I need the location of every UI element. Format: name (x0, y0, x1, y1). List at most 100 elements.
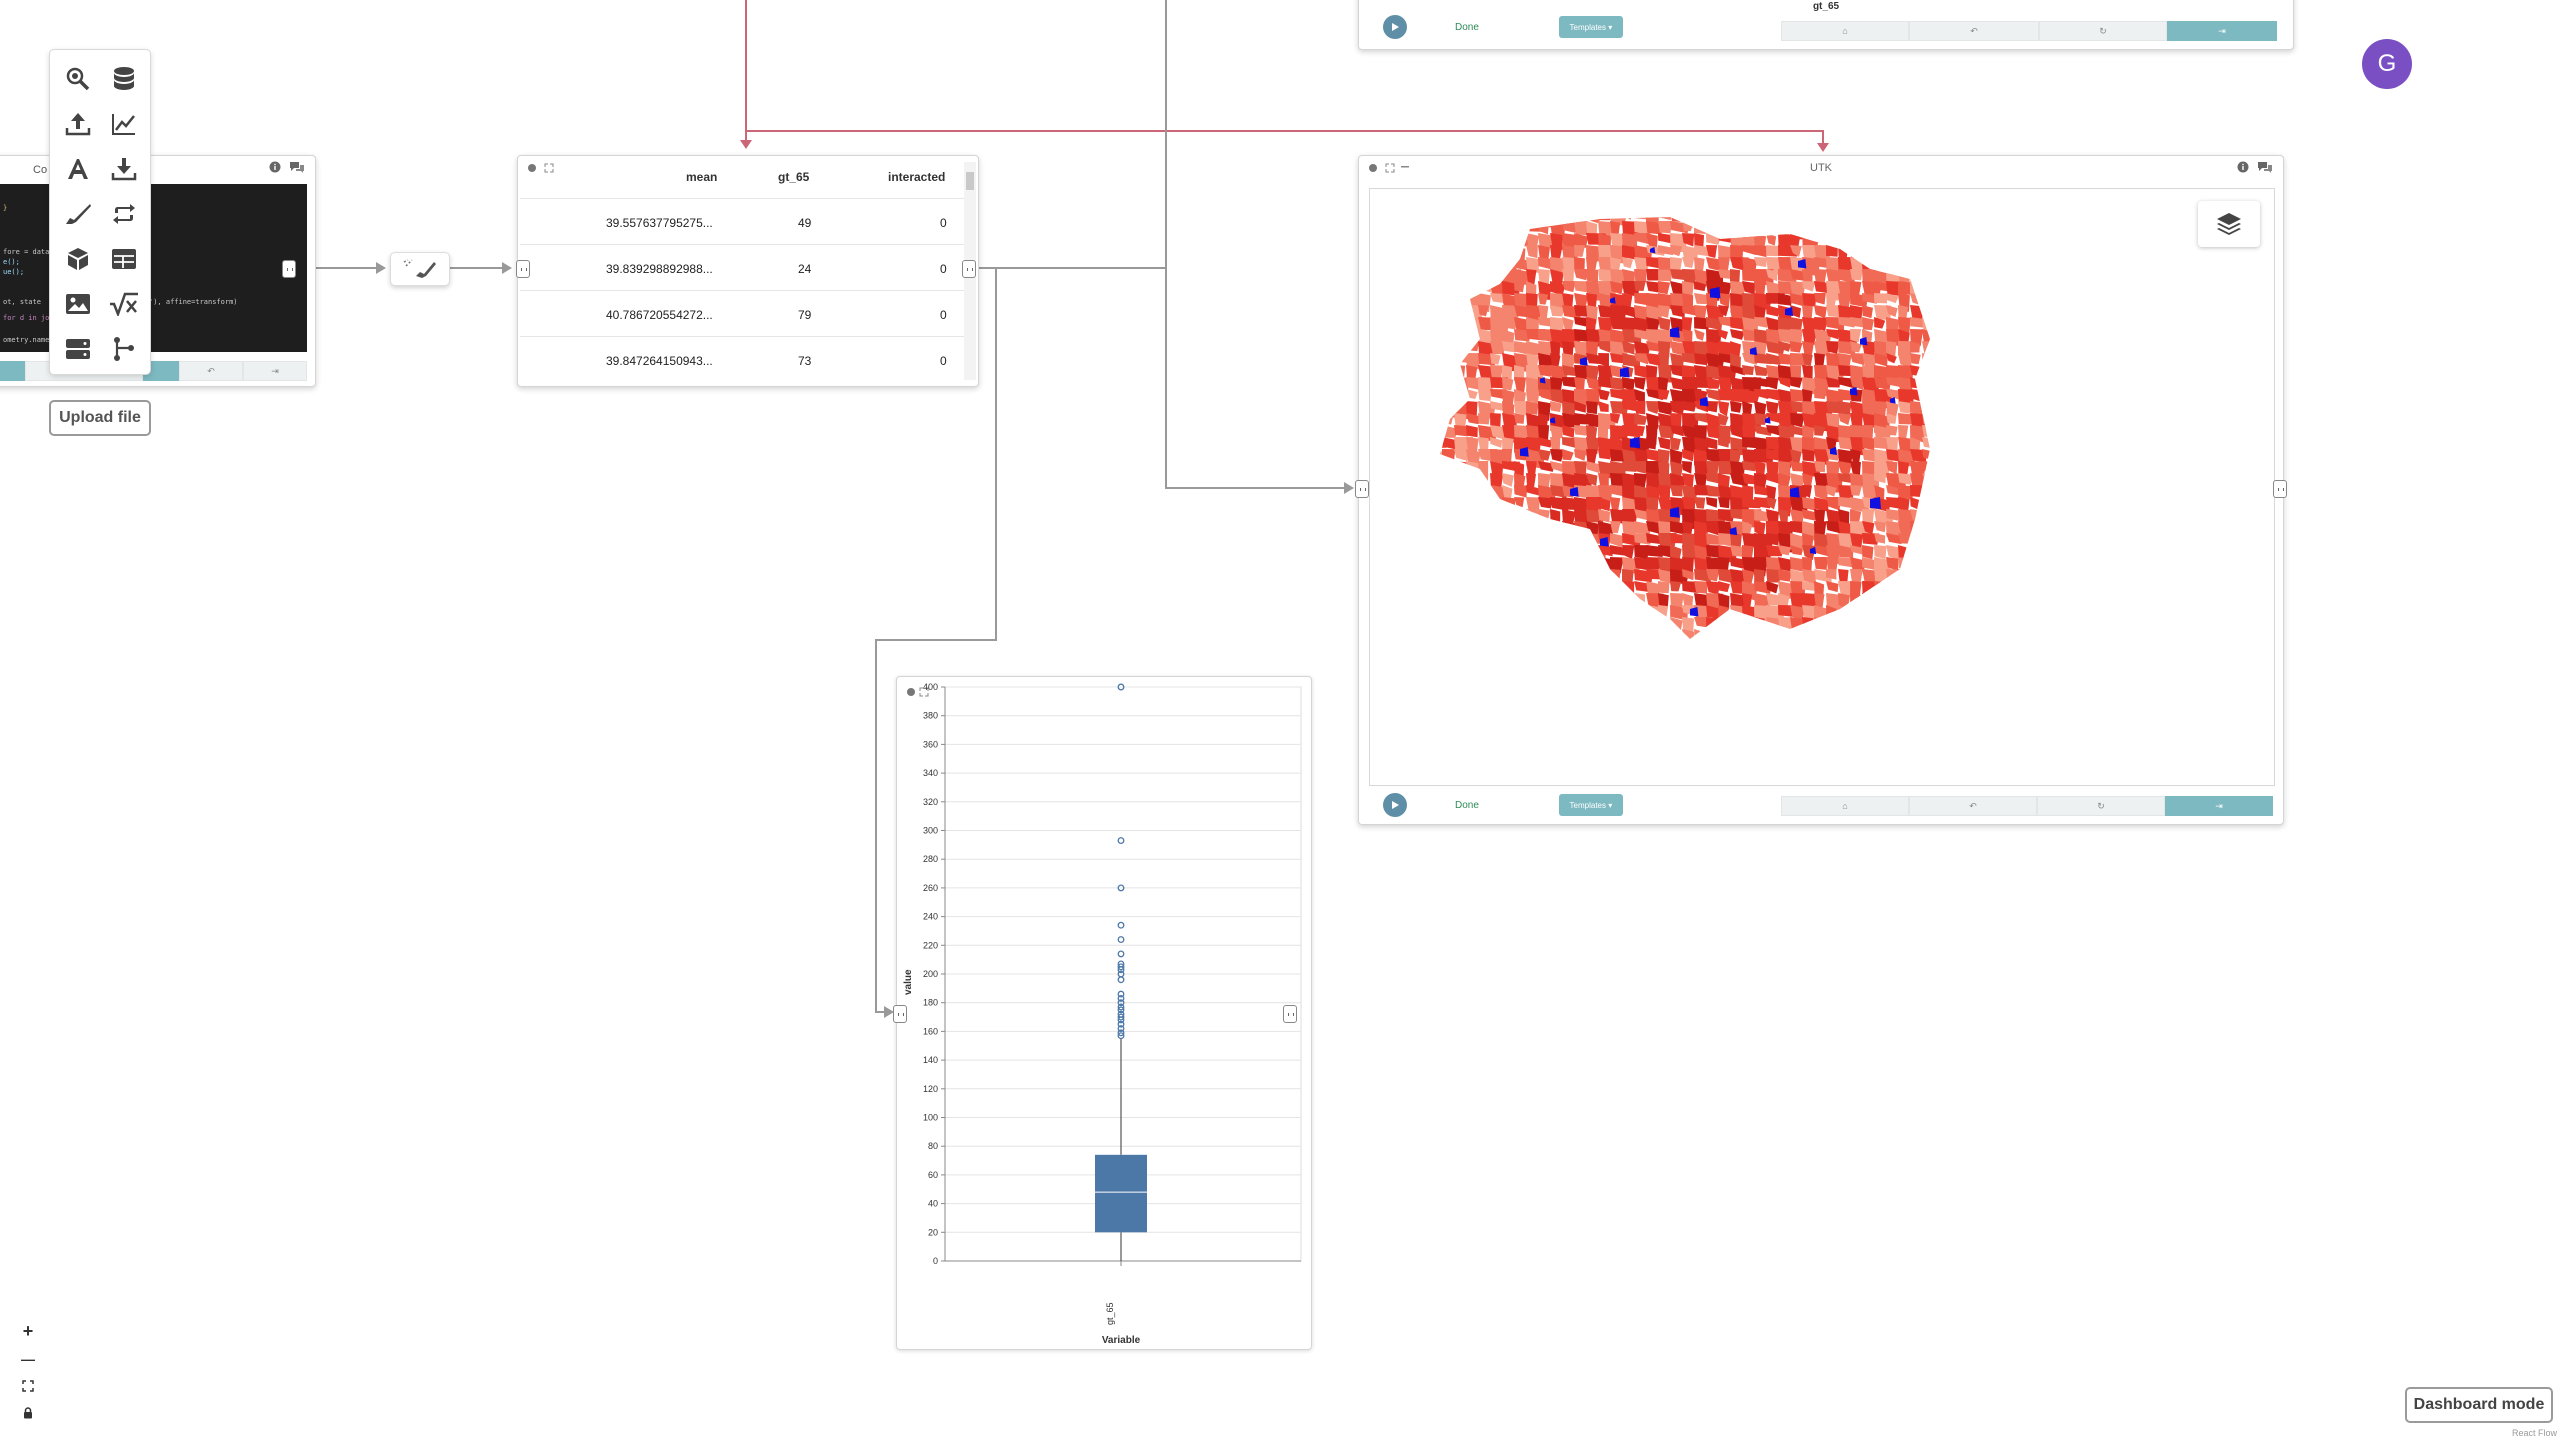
outlier-point[interactable] (1117, 936, 1125, 944)
table-node[interactable]: mean gt_65 interacted 39.557637795275...… (516, 155, 979, 387)
highlighted-region[interactable] (1650, 247, 1656, 254)
code-output-handle[interactable] (282, 260, 296, 278)
column-header-mean[interactable]: mean (686, 170, 718, 184)
text-tool[interactable] (55, 146, 101, 191)
highlighted-region[interactable] (1540, 377, 1546, 384)
zoom-in-button[interactable]: + (22, 1321, 34, 1341)
upload-tool[interactable] (55, 101, 101, 146)
iqr-box[interactable] (1095, 1154, 1147, 1233)
outlier-point[interactable] (1117, 1032, 1125, 1040)
image-tool[interactable] (55, 281, 101, 326)
outlier-point[interactable] (1117, 884, 1125, 892)
outlier-point[interactable] (1117, 999, 1125, 1007)
expand-icon[interactable] (544, 163, 554, 173)
outlier-point[interactable] (1117, 963, 1125, 971)
brush-node[interactable] (390, 252, 450, 286)
home-button[interactable]: ⌂ (1781, 21, 1909, 41)
highlighted-region[interactable] (1520, 447, 1529, 457)
outlier-point[interactable] (1117, 976, 1125, 984)
highlighted-region[interactable] (1600, 537, 1609, 547)
vega-chart-node[interactable]: 0 20 40 60 80 100 120 140 160 180 200 220 240 260 280 3… (893, 676, 1313, 1351)
highlighted-region[interactable] (1890, 397, 1896, 404)
home-button[interactable]: ⌂ (1781, 796, 1909, 816)
highlighted-region[interactable] (1710, 287, 1721, 299)
code-editor[interactable]: } fore = datase e(); ue(); ot, state '),… (0, 184, 307, 352)
highlighted-region[interactable] (1580, 357, 1588, 366)
outlier-point[interactable] (1117, 1003, 1125, 1011)
zoom-out-button[interactable]: — (21, 1350, 35, 1367)
outlier-point[interactable] (1117, 950, 1125, 958)
layers-button[interactable] (2198, 201, 2260, 247)
highlighted-region[interactable] (1550, 417, 1556, 424)
highlighted-region[interactable] (1810, 547, 1817, 555)
transform-tool[interactable] (101, 191, 147, 236)
upload-file-button[interactable]: Upload file (49, 400, 151, 436)
play-button[interactable] (1383, 15, 1407, 39)
chart-input-handle[interactable] (893, 1005, 907, 1023)
outlier-point[interactable] (1117, 1025, 1125, 1032)
info-icon[interactable] (269, 161, 281, 173)
code-templates-button[interactable] (0, 361, 25, 381)
output-button[interactable]: ⇥ (2165, 796, 2273, 816)
undo-button[interactable]: ↶ (1909, 796, 2037, 816)
highlighted-region[interactable] (1610, 297, 1616, 304)
highlighted-region[interactable] (1830, 447, 1837, 455)
table-tool[interactable] (101, 236, 147, 281)
map-input-handle[interactable] (1355, 480, 1369, 498)
comments-icon[interactable] (2257, 161, 2273, 173)
column-header-gt65[interactable]: gt_65 (778, 170, 810, 184)
server-tool[interactable] (55, 326, 101, 371)
output-button[interactable]: ⇥ (2167, 21, 2277, 41)
map-output-handle[interactable] (2273, 480, 2287, 498)
outlier-point[interactable] (1117, 1020, 1125, 1028)
expand-icon[interactable] (1385, 163, 1395, 173)
edge-highlight-horizontal[interactable] (746, 130, 1824, 144)
milan-choropleth-map[interactable] (1370, 189, 2275, 786)
highlighted-region[interactable] (1798, 259, 1807, 269)
utk-map-node[interactable]: UTK Done Templates ▾ (1355, 155, 2287, 825)
code-output-button[interactable]: ⇥ (243, 361, 307, 381)
play-button[interactable] (1383, 793, 1407, 817)
map-canvas[interactable] (1369, 188, 2275, 786)
outlier-point[interactable] (1117, 1006, 1125, 1014)
outlier-point[interactable] (1117, 994, 1125, 1002)
react-flow-attribution[interactable]: React Flow (2512, 1428, 2558, 1438)
highlighted-region[interactable] (1700, 397, 1709, 407)
outlier-point[interactable] (1117, 1029, 1125, 1037)
undo-button[interactable]: ↶ (1909, 21, 2039, 41)
outlier-point[interactable] (1117, 1016, 1125, 1024)
highlighted-region[interactable] (1785, 307, 1794, 317)
highlighted-region[interactable] (1790, 487, 1800, 498)
highlighted-region[interactable] (1870, 497, 1881, 509)
highlighted-region[interactable] (1850, 387, 1858, 396)
code-editor-node[interactable]: Co } fore = datase e(); ue(); ot, state … (0, 155, 316, 387)
redo-button[interactable]: ↻ (2037, 796, 2165, 816)
highlighted-region[interactable] (1730, 527, 1738, 536)
redo-button[interactable]: ↻ (2039, 21, 2167, 41)
scrollbar-thumb[interactable] (966, 172, 974, 190)
comments-icon[interactable] (289, 161, 305, 173)
table-input-handle[interactable] (516, 260, 530, 278)
boxplot-chart[interactable]: 0 20 40 60 80 100 120 140 160 180 200 220 240 260 280 3… (897, 677, 1313, 1351)
search-tool[interactable] (55, 56, 101, 101)
lock-button[interactable] (14, 1399, 42, 1426)
top-node-partial[interactable]: gt_65 Done Templates ▾ ⌂ ↶ ↻ ⇥ (1358, 0, 2294, 50)
info-icon[interactable] (2237, 161, 2249, 173)
outlier-point[interactable] (1117, 683, 1125, 691)
highlighted-region[interactable] (1670, 327, 1680, 338)
outlier-point[interactable] (1117, 966, 1125, 974)
fit-view-button[interactable] (14, 1372, 42, 1399)
outlier-point[interactable] (1117, 990, 1125, 998)
brush-tool[interactable] (55, 191, 101, 236)
highlighted-region[interactable] (1630, 437, 1641, 449)
highlighted-region[interactable] (1620, 367, 1630, 378)
table-output-handle[interactable] (962, 260, 976, 278)
highlighted-region[interactable] (1690, 607, 1699, 617)
highlighted-region[interactable] (1670, 507, 1680, 518)
highlighted-region[interactable] (1750, 347, 1758, 356)
highlighted-region[interactable] (1765, 417, 1771, 424)
chart-output-handle[interactable] (1283, 1005, 1297, 1023)
chart-tool[interactable] (101, 101, 147, 146)
download-tool[interactable] (101, 146, 147, 191)
merge-tool[interactable] (101, 326, 147, 371)
